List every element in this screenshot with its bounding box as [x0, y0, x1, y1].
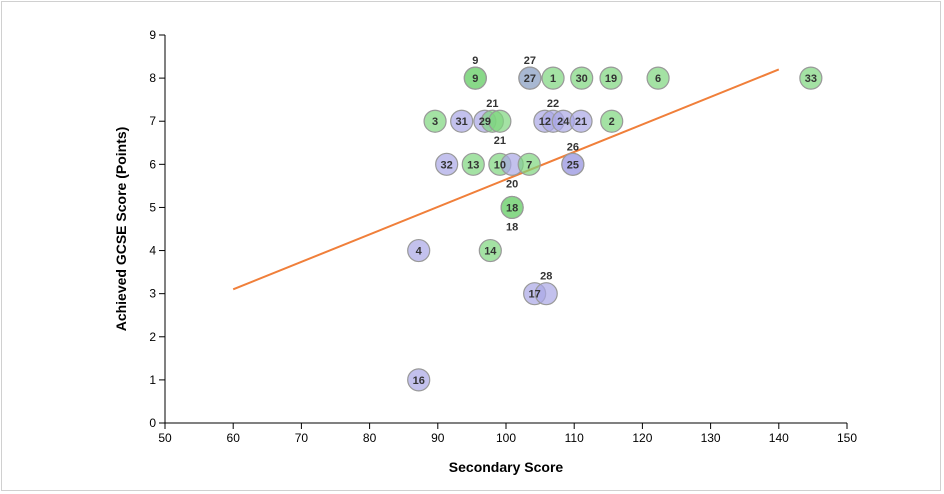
x-tick-label: 60 [227, 431, 241, 445]
point-label: 6 [655, 73, 661, 85]
point-marker [407, 368, 431, 392]
y-tick-label: 2 [149, 330, 156, 344]
point-label: 13 [467, 159, 479, 171]
x-tick-label: 50 [158, 431, 172, 445]
point-label: 29 [479, 116, 491, 128]
x-tick-label: 70 [295, 431, 309, 445]
x-tick-label: 120 [632, 431, 652, 445]
y-tick-label: 5 [149, 200, 156, 214]
point-label: 27 [524, 55, 536, 67]
point-marker [534, 282, 558, 306]
point-label: 22 [547, 98, 559, 110]
point-label: 16 [413, 375, 425, 387]
point-label: 4 [416, 246, 423, 258]
x-tick-label: 140 [769, 431, 789, 445]
point-label: 2 [609, 116, 615, 128]
point-label: 19 [605, 73, 617, 85]
x-tick-label: 110 [565, 431, 584, 445]
point-label: 33 [805, 73, 817, 85]
point-marker [500, 195, 524, 220]
point-label: 7 [526, 159, 532, 171]
point-marker [488, 109, 512, 133]
point-marker [561, 152, 585, 176]
y-tick-label: 1 [149, 373, 156, 387]
y-axis-label: Achieved GCSE Score (Points) [113, 127, 129, 332]
point-marker [518, 66, 542, 90]
point-marker [569, 109, 593, 133]
x-tick-label: 100 [496, 431, 516, 445]
point-label: 12 [539, 116, 551, 128]
point-marker [600, 109, 624, 133]
point-marker [570, 66, 594, 90]
point-marker [478, 238, 502, 263]
y-tick-label: 7 [149, 114, 156, 128]
point-label: 18 [506, 221, 518, 233]
trend-line [232, 68, 780, 291]
y-tick-label: 0 [149, 416, 156, 430]
point-marker [463, 66, 487, 90]
x-axis-label: Secondary Score [449, 459, 564, 475]
point-marker [407, 238, 431, 263]
point-marker [599, 66, 623, 90]
x-tick-label: 90 [431, 431, 445, 445]
point-label: 28 [540, 271, 552, 283]
point-label: 25 [567, 159, 579, 171]
point-label: 31 [456, 116, 468, 128]
point-label: 26 [567, 141, 579, 153]
point-marker [799, 66, 823, 90]
point-label: 32 [441, 159, 453, 171]
y-tick-label: 6 [149, 157, 156, 171]
point-marker [541, 66, 565, 90]
point-label: 21 [575, 116, 587, 128]
x-tick-label: 80 [363, 431, 377, 445]
x-tick-label: 130 [701, 431, 721, 445]
y-tick-label: 3 [149, 287, 156, 301]
point-label: 24 [557, 116, 570, 128]
point-label: 17 [529, 289, 541, 301]
point-label: 9 [472, 55, 478, 67]
point-label: 9 [472, 73, 478, 85]
point-label: 20 [506, 178, 518, 190]
point-marker [646, 66, 670, 90]
y-tick-label: 9 [149, 28, 156, 42]
point-marker [450, 109, 474, 133]
point-label: 30 [576, 73, 588, 85]
point-label: 3 [432, 116, 438, 128]
point-label: 1 [550, 73, 556, 85]
point-marker [517, 152, 541, 176]
point-label: 27 [524, 73, 536, 85]
point-label: 21 [494, 135, 506, 147]
y-tick-label: 4 [149, 244, 156, 258]
x-tick-label: 150 [837, 431, 857, 445]
point-marker [435, 152, 459, 176]
point-label: 10 [494, 159, 506, 171]
point-marker [423, 109, 447, 133]
point-label: 18 [506, 202, 518, 214]
point-label: 21 [486, 98, 498, 110]
point-label: 14 [484, 246, 497, 258]
y-tick-label: 8 [149, 71, 156, 85]
point-marker [461, 152, 485, 176]
